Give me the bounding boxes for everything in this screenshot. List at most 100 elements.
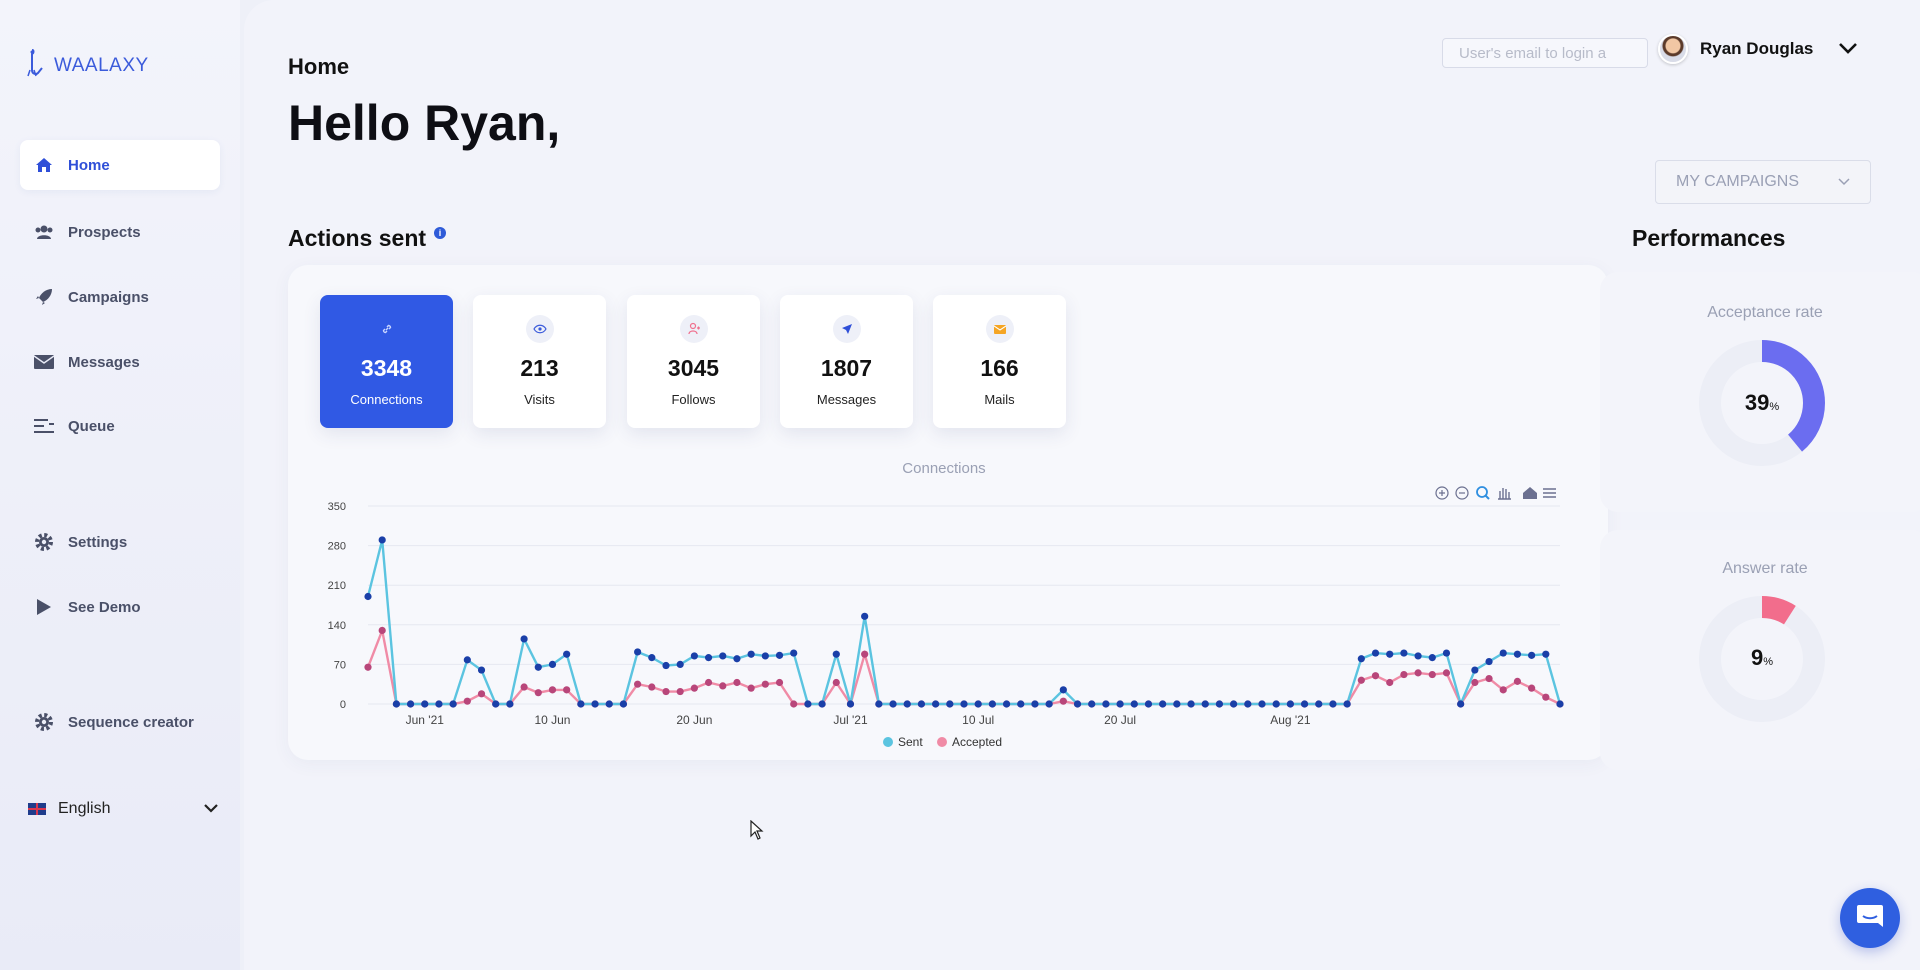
data-point-accepted[interactable] [1428,670,1436,679]
data-point-accepted[interactable] [1059,697,1067,705]
stat-card-connections[interactable]: 3348 Connections [320,295,453,428]
data-point-accepted[interactable] [733,678,741,687]
data-point-sent[interactable] [364,592,372,601]
data-point-sent[interactable] [1556,700,1564,708]
data-point-sent[interactable] [1272,700,1280,708]
data-point-accepted[interactable] [1528,684,1536,692]
data-point-accepted[interactable] [1400,670,1408,679]
data-point-sent[interactable] [903,700,911,708]
brand-logo[interactable]: WAALAXY [26,48,149,84]
sidebar-item-settings[interactable]: Settings [20,517,220,567]
data-point-sent[interactable] [1017,700,1025,708]
data-point-sent[interactable] [1315,700,1323,708]
data-point-sent[interactable] [960,700,968,708]
data-point-accepted[interactable] [634,680,642,688]
stat-card-follows[interactable]: 3045 Follows [627,295,760,428]
data-point-sent[interactable] [1073,700,1082,708]
chat-support-button[interactable] [1840,888,1900,948]
data-point-sent[interactable] [1300,700,1309,708]
data-point-sent[interactable] [1116,700,1124,708]
data-point-sent[interactable] [421,700,429,708]
data-point-sent[interactable] [392,700,400,708]
data-point-sent[interactable] [1031,700,1039,708]
pan-hand-icon[interactable] [1498,488,1511,500]
data-point-accepted[interactable] [1371,672,1380,680]
stat-card-visits[interactable]: 213 Visits [473,295,606,428]
legend-label-accepted[interactable]: Accepted [952,735,1002,749]
data-point-sent[interactable] [719,652,727,660]
data-point-accepted[interactable] [1386,678,1394,687]
data-point-accepted[interactable] [1513,677,1522,685]
data-point-accepted[interactable] [364,663,372,671]
data-point-sent[interactable] [577,700,585,708]
data-point-sent[interactable] [818,700,826,708]
data-point-sent[interactable] [676,660,684,668]
data-point-sent[interactable] [917,700,926,708]
reset-home-icon[interactable] [1523,487,1537,499]
data-point-accepted[interactable] [1485,674,1493,683]
data-point-sent[interactable] [1428,654,1436,662]
data-point-accepted[interactable] [1471,678,1479,687]
data-point-accepted[interactable] [662,687,670,696]
data-point-sent[interactable] [690,652,698,660]
sidebar-item-messages[interactable]: Messages [20,337,220,387]
info-icon[interactable]: i [434,227,447,239]
data-point-sent[interactable] [435,700,443,708]
data-point-accepted[interactable] [548,686,557,694]
data-point-sent[interactable] [974,700,982,708]
data-point-sent[interactable] [548,660,557,668]
login-email-input[interactable] [1442,38,1648,68]
data-point-sent[interactable] [1215,700,1224,708]
data-point-sent[interactable] [605,700,613,708]
data-point-sent[interactable] [875,700,883,708]
data-point-sent[interactable] [1144,700,1153,708]
data-point-sent[interactable] [1471,666,1479,674]
data-point-sent[interactable] [378,536,386,544]
data-point-accepted[interactable] [563,686,571,694]
data-point-accepted[interactable] [690,684,698,692]
zoom-select-icon[interactable] [1476,486,1490,500]
data-point-sent[interactable] [534,663,542,671]
user-menu[interactable]: Ryan Douglas [1658,34,1858,64]
data-point-sent[interactable] [1045,700,1053,708]
data-point-sent[interactable] [704,654,713,662]
data-point-sent[interactable] [563,650,571,658]
data-point-accepted[interactable] [775,678,784,687]
data-point-sent[interactable] [619,700,628,708]
data-point-sent[interactable] [520,635,528,643]
data-point-sent[interactable] [1059,686,1067,694]
data-point-sent[interactable] [662,661,670,670]
data-point-sent[interactable] [406,700,415,708]
data-point-accepted[interactable] [1414,669,1422,677]
sidebar-item-campaigns[interactable]: Campaigns [20,272,220,322]
data-point-sent[interactable] [790,649,798,657]
data-point-accepted[interactable] [704,678,713,687]
data-point-sent[interactable] [1201,700,1209,708]
data-point-sent[interactable] [775,651,784,659]
data-point-sent[interactable] [1357,655,1365,663]
data-point-sent[interactable] [946,700,954,708]
data-point-accepted[interactable] [1542,693,1550,701]
data-point-sent[interactable] [1343,700,1351,708]
data-point-sent[interactable] [463,656,471,664]
data-point-accepted[interactable] [477,690,486,698]
data-point-sent[interactable] [733,655,741,663]
data-point-accepted[interactable] [676,687,684,696]
sidebar-item-sequence-creator[interactable]: Sequence creator [20,697,220,747]
data-point-sent[interactable] [988,700,996,708]
data-point-sent[interactable] [648,654,656,662]
data-point-accepted[interactable] [648,683,656,691]
sidebar-item-prospects[interactable]: Prospects [20,207,220,257]
data-point-sent[interactable] [1088,700,1096,708]
data-point-sent[interactable] [634,648,642,656]
data-point-sent[interactable] [861,612,869,620]
data-point-accepted[interactable] [534,689,542,697]
data-point-sent[interactable] [1230,700,1238,708]
data-point-accepted[interactable] [463,697,471,705]
data-point-accepted[interactable] [761,680,769,688]
data-point-sent[interactable] [889,700,897,708]
data-point-accepted[interactable] [1442,669,1451,677]
data-point-sent[interactable] [1442,649,1451,657]
data-point-sent[interactable] [449,700,457,708]
chart-menu-icon[interactable] [1543,488,1556,498]
